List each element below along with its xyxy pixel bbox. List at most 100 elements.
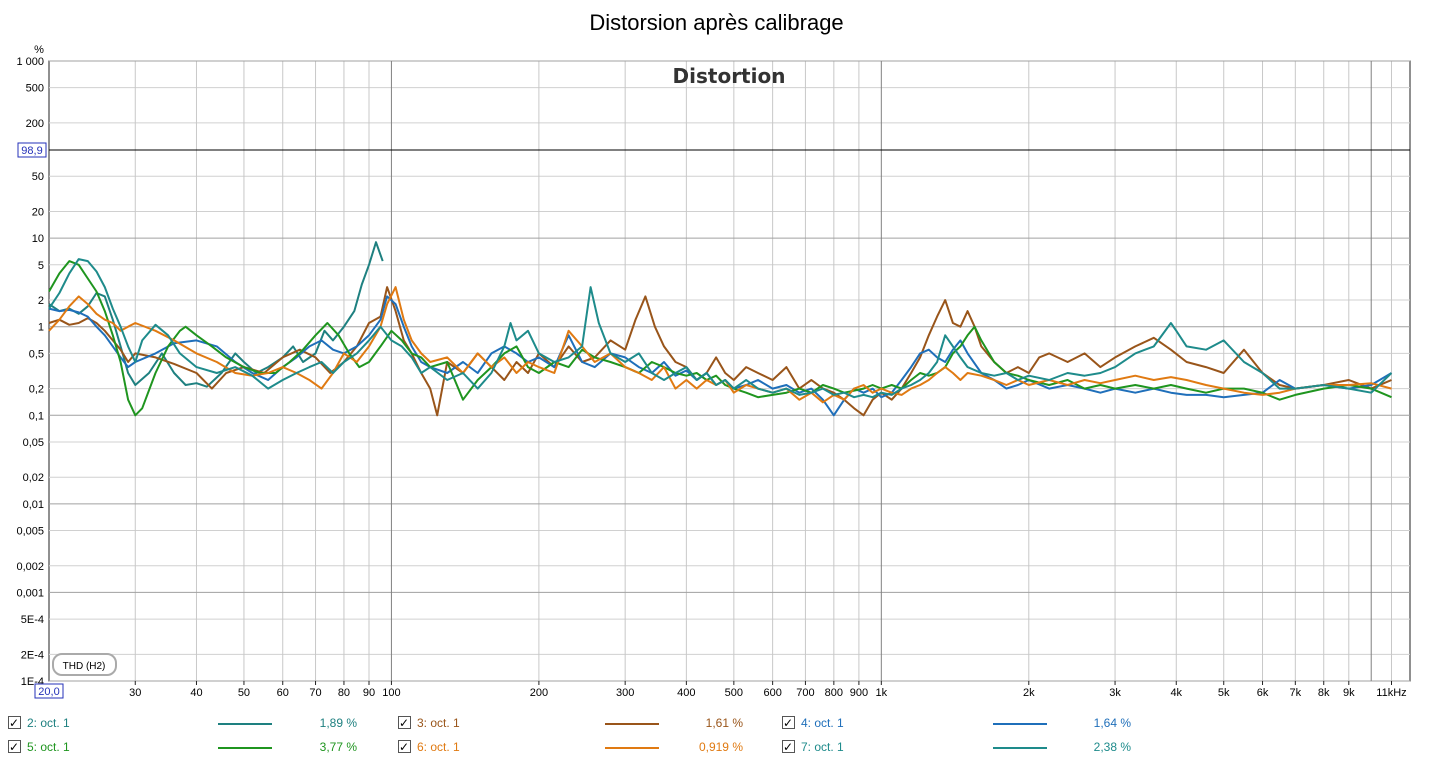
legend-value: 1,89 % xyxy=(319,716,357,730)
x-tick-label: 200 xyxy=(530,687,548,699)
y-axis-unit: % xyxy=(34,44,44,56)
legend-label: 6: oct. 1 xyxy=(417,740,460,754)
x-tick-label: 4k xyxy=(1170,687,1182,699)
y-tick-label: 0,005 xyxy=(16,526,44,538)
legend-checkbox[interactable] xyxy=(398,736,411,758)
x-tick-label: 6k xyxy=(1257,687,1269,699)
y-tick-label: 1 000 xyxy=(16,56,44,68)
legend-checkbox[interactable] xyxy=(8,712,21,734)
x-tick-label: 7k xyxy=(1290,687,1302,699)
x-tick-label: 90 xyxy=(363,687,375,699)
legend-checkbox[interactable] xyxy=(398,712,411,734)
mode-badge-label: THD (H2) xyxy=(63,661,106,672)
plot-frame xyxy=(48,60,1411,682)
legend-swatch xyxy=(993,723,1047,725)
x-tick-label: 11kHz xyxy=(1376,687,1406,699)
grid-minor xyxy=(49,61,1410,681)
series-line-2 xyxy=(48,241,384,388)
x-tick-label: 2k xyxy=(1023,687,1035,699)
cursor-y-marker[interactable]: 98,9 xyxy=(17,142,1410,158)
legend-item-7: 7: oct. 1 2,38 % xyxy=(782,736,1182,758)
legend-swatch xyxy=(605,723,659,725)
y-axis: 1 000 500 200 50 20 10 5 2 1 0,5 0,2 0,1 0,05 0,02 0,0… xyxy=(16,56,44,688)
legend-value: 3,77 % xyxy=(319,740,357,754)
y-tick-label: 10 xyxy=(32,233,44,245)
y-tick-label: 0,01 xyxy=(23,499,44,511)
legend-item-4: 4: oct. 1 1,64 % xyxy=(782,712,1182,734)
legend-item-6: 6: oct. 1 0,919 % xyxy=(398,736,798,758)
y-tick-label: 2E-4 xyxy=(21,649,44,661)
legend-label: 5: oct. 1 xyxy=(27,740,70,754)
x-tick-label: 5k xyxy=(1218,687,1230,699)
legend-label: 4: oct. 1 xyxy=(801,716,844,730)
x-tick-label: 80 xyxy=(338,687,350,699)
x-tick-label: 8k xyxy=(1318,687,1330,699)
y-tick-label: 5E-4 xyxy=(21,614,44,626)
legend-item-5: 5: oct. 1 3,77 % xyxy=(8,736,408,758)
x-tick-label: 3k xyxy=(1109,687,1121,699)
legend-label: 7: oct. 1 xyxy=(801,740,844,754)
grid-major xyxy=(49,60,1410,682)
legend-swatch xyxy=(218,723,272,725)
y-tick-label: 0,1 xyxy=(29,410,44,422)
x-tick-label: 100 xyxy=(382,687,400,699)
y-tick-label: 200 xyxy=(26,118,44,130)
y-tick-label: 0,02 xyxy=(23,472,44,484)
y-tick-label: 50 xyxy=(32,171,44,183)
cursor-y-box xyxy=(17,142,47,158)
y-tick-label: 0,002 xyxy=(16,561,44,573)
legend-checkbox[interactable] xyxy=(782,712,795,734)
y-tick-label: 5 xyxy=(38,260,44,272)
x-tick-label: 70 xyxy=(309,687,321,699)
page-title: Distorsion après calibrage xyxy=(589,10,844,35)
y-tick-label: 0,5 xyxy=(29,348,44,360)
legend-swatch xyxy=(218,747,272,749)
cursor-x-label: 20,0 xyxy=(38,686,59,698)
x-tick-label: 700 xyxy=(796,687,814,699)
y-tick-label: 0,001 xyxy=(16,587,44,599)
y-tick-label: 500 xyxy=(26,83,44,95)
legend-checkbox[interactable] xyxy=(8,736,21,758)
legend-swatch xyxy=(993,747,1047,749)
x-tick-label: 400 xyxy=(677,687,695,699)
legend-value: 0,919 % xyxy=(698,740,743,754)
series-layer xyxy=(48,241,1393,417)
x-tick-label: 600 xyxy=(763,687,781,699)
legend-value: 2,38 % xyxy=(1093,740,1131,754)
y-tick-label: 2 xyxy=(38,295,44,307)
legend-swatch xyxy=(605,747,659,749)
y-tick-label: 0,2 xyxy=(29,384,44,396)
legend-item-3: 3: oct. 1 1,61 % xyxy=(398,712,798,734)
legend-item-2: 2: oct. 1 1,89 % xyxy=(8,712,408,734)
series-line-7 xyxy=(48,258,1393,399)
y-tick-label: 0,05 xyxy=(23,437,44,449)
legend-value: 1,64 % xyxy=(1093,716,1131,730)
y-tick-label: 20 xyxy=(32,206,44,218)
y-tick-label: 1 xyxy=(38,322,44,334)
cursor-x-marker[interactable]: 20,0 xyxy=(34,683,64,699)
cursor-y-label: 98,9 xyxy=(21,145,42,157)
x-tick-label: 800 xyxy=(825,687,843,699)
distortion-chart[interactable]: 1 000 500 200 50 20 10 5 2 1 0,5 0,2 0,1 0,05 0,02 0,0… xyxy=(0,0,1433,710)
cursor-x-box xyxy=(34,683,64,699)
x-tick-label: 1k xyxy=(876,687,888,699)
x-tick-label: 40 xyxy=(190,687,202,699)
x-tick-label: 900 xyxy=(850,687,868,699)
series-line-6 xyxy=(48,286,1392,404)
legend-label: 3: oct. 1 xyxy=(417,716,460,730)
x-tick-label: 500 xyxy=(725,687,743,699)
inner-title: Distortion xyxy=(673,64,786,88)
mode-badge-frame xyxy=(52,653,117,676)
x-tick-label: 60 xyxy=(277,687,289,699)
x-tick-label: 9k xyxy=(1343,687,1355,699)
legend-label: 2: oct. 1 xyxy=(27,716,70,730)
x-axis: 30 40 50 60 70 80 90 100 200 300 400 500 600 700 800 90… xyxy=(129,681,1407,699)
legend-checkbox[interactable] xyxy=(782,736,795,758)
x-tick-label: 50 xyxy=(238,687,250,699)
legend: 2: oct. 1 1,89 % 3: oct. 1 1,61 % 4: oct. 1 1… xyxy=(0,710,1433,760)
x-tick-label: 30 xyxy=(129,687,141,699)
legend-value: 1,61 % xyxy=(705,716,743,730)
series-line-5 xyxy=(48,260,1392,417)
mode-badge[interactable]: THD (H2) xyxy=(52,653,117,676)
x-tick-label: 300 xyxy=(616,687,634,699)
